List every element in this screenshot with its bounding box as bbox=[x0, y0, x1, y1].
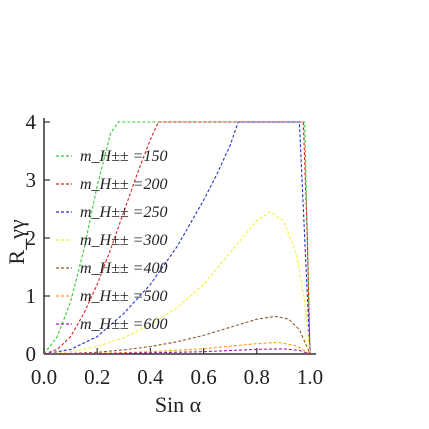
x-tick-label: 0.8 bbox=[244, 365, 270, 389]
y-tick-label: 4 bbox=[26, 110, 37, 134]
legend-label: m_H±± =200 bbox=[80, 176, 167, 193]
legend-label: m_H±± =600 bbox=[80, 316, 167, 333]
series-group bbox=[44, 121, 311, 354]
y-tick-label: 0 bbox=[26, 342, 37, 366]
x-axis-title: Sin α bbox=[155, 392, 202, 417]
x-tick-label: 0.2 bbox=[84, 365, 110, 389]
x-tick-label: 0.6 bbox=[190, 365, 216, 389]
x-tick-label: 0.4 bbox=[137, 365, 164, 389]
y-tick-label: 2 bbox=[26, 226, 37, 250]
series-line-3 bbox=[44, 121, 311, 354]
series-line-5 bbox=[44, 315, 311, 354]
y-axis-title: R_γγ bbox=[4, 219, 29, 264]
y-tick-label: 3 bbox=[26, 168, 37, 192]
series-line-7 bbox=[44, 348, 311, 354]
series-line-6 bbox=[44, 341, 311, 354]
legend-label: m_H±± =500 bbox=[80, 288, 167, 305]
series-line-2 bbox=[44, 121, 311, 354]
legend-label: m_H±± =400 bbox=[80, 260, 167, 277]
y-tick-label: 1 bbox=[26, 284, 37, 308]
x-tick-label: 1.0 bbox=[297, 365, 323, 389]
legend: m_H±± =150 m_H±± =200 m_H±± =250 m_H±± =300… bbox=[56, 148, 167, 333]
legend-label: m_H±± =250 bbox=[80, 204, 167, 221]
x-tick-label: 0.0 bbox=[31, 365, 57, 389]
legend-label: m_H±± =300 bbox=[80, 232, 167, 249]
axes: 0.0 0.2 0.4 0.6 0.8 1.0 0 1 2 3 4 bbox=[26, 110, 324, 389]
series-line-1 bbox=[44, 121, 311, 354]
legend-label: m_H±± =150 bbox=[80, 148, 167, 165]
